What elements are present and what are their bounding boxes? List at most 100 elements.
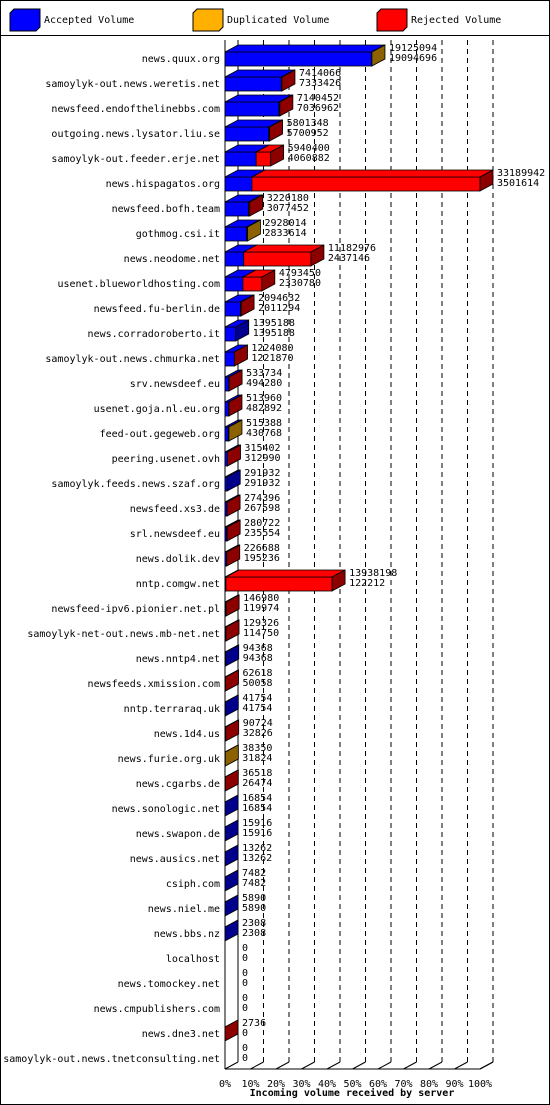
x-tick-label: 20% — [267, 1079, 285, 1090]
value-label-total: 1224080 — [251, 343, 293, 354]
y-tick-label: news.corradoroberto.it — [88, 329, 220, 340]
y-tick-label: samoylyk-out.feeder.erje.net — [51, 154, 220, 165]
value-label-total: 7140452 — [297, 93, 339, 104]
bar-segment-side — [224, 844, 239, 867]
bar-segment-side — [224, 769, 239, 792]
value-label-total: 291932 — [244, 468, 280, 479]
y-tick-label: srv.newsdeef.eu — [130, 379, 220, 390]
value-label-accepted: 31824 — [242, 753, 272, 764]
tick-mark — [326, 1061, 341, 1070]
value-label-accepted: 2833614 — [264, 228, 306, 239]
value-label-total: 515388 — [246, 418, 282, 429]
value-label-accepted: 0 — [242, 1003, 248, 1014]
legend-label: Duplicated Volume — [227, 15, 329, 26]
value-label-total: 13938198 — [349, 568, 397, 579]
bar-segment-side — [249, 194, 264, 217]
bar-segment — [224, 276, 244, 292]
bar-segment-side — [331, 569, 346, 592]
legend-swatch — [9, 8, 41, 32]
value-label-accepted: 13262 — [242, 853, 272, 864]
y-tick-label: nntp.comgw.net — [136, 579, 220, 590]
bar-segment-side — [224, 744, 239, 767]
value-label-accepted: 494280 — [246, 378, 282, 389]
value-label-accepted: 267598 — [244, 503, 280, 514]
value-label-accepted: 430768 — [246, 428, 282, 439]
tick-mark — [275, 1061, 290, 1070]
bar-segment — [224, 76, 282, 92]
value-label-total: 315402 — [244, 443, 280, 454]
value-label-accepted: 41754 — [242, 703, 272, 714]
bar-segment — [224, 126, 270, 142]
value-label-total: 0 — [242, 1043, 248, 1054]
y-tick-label: usenet.blueworldhosting.com — [57, 279, 220, 290]
value-label-accepted: 3501614 — [497, 178, 539, 189]
value-label-accepted: 3077452 — [267, 203, 309, 214]
bar-segment-side — [226, 469, 241, 492]
value-label-accepted: 2330780 — [279, 278, 321, 289]
value-label-accepted: 7036962 — [297, 103, 339, 114]
bar-segment-side — [224, 1019, 239, 1042]
x-tick-label: 40% — [318, 1079, 336, 1090]
y-tick-label: newsfeed.fu-berlin.de — [94, 304, 220, 315]
x-tick-label: 0% — [219, 1079, 231, 1090]
value-label-accepted: 26474 — [242, 778, 272, 789]
x-tick-label: 90% — [445, 1079, 463, 1090]
value-label-accepted: 119974 — [243, 603, 279, 614]
bar-segment-side — [228, 369, 243, 392]
x-axis-label: Incoming volume received by server — [250, 1087, 455, 1099]
x-tick-label: 50% — [343, 1079, 361, 1090]
x-tick-label: 10% — [241, 1079, 259, 1090]
legend-swatch — [376, 8, 408, 32]
bar-segment-side — [224, 919, 239, 942]
value-label-total: 41754 — [242, 693, 272, 704]
value-label-accepted: 50058 — [242, 678, 272, 689]
value-label-accepted: 94368 — [243, 653, 273, 664]
y-tick-label: gothmog.csi.it — [136, 229, 220, 240]
x-tick-label: 80% — [420, 1079, 438, 1090]
value-label-accepted: 122212 — [349, 578, 385, 589]
value-label-total: 11182976 — [328, 243, 376, 254]
bar-segment-side — [235, 319, 250, 342]
value-label-accepted: 7482 — [242, 878, 266, 889]
bar-segment-side — [224, 694, 239, 717]
value-label-accepted: 0 — [242, 953, 248, 964]
bar-segment — [224, 101, 280, 117]
bar-segment — [224, 226, 248, 242]
value-label-total: 2308 — [242, 918, 266, 929]
bar-segment-side — [270, 144, 285, 167]
y-tick-label: usenet.goja.nl.eu.org — [94, 404, 220, 415]
y-tick-label: news.nntp4.net — [136, 654, 220, 665]
value-label-accepted: 114750 — [243, 628, 279, 639]
tick-mark — [377, 1061, 392, 1070]
bar-segment — [242, 276, 263, 292]
y-tick-label: samoylyk.feeds.news.szaf.org — [51, 479, 220, 490]
value-label-total: 226688 — [244, 543, 280, 554]
bar-segment-side — [247, 219, 261, 242]
tick-mark — [479, 1061, 494, 1070]
value-label-total: 280722 — [244, 518, 280, 529]
bar-segment — [224, 51, 373, 67]
y-tick-label: samoylyk-out.news.tnetconsulting.net — [3, 1054, 220, 1065]
value-label-total: 5940400 — [288, 143, 330, 154]
bar-segment-side — [228, 394, 243, 417]
y-tick-label: newsfeeds.xmission.com — [88, 679, 220, 690]
tick-mark — [301, 1061, 315, 1070]
bar-segment-side — [479, 169, 494, 192]
bar-segment — [224, 201, 250, 217]
bar-segment-side — [224, 894, 239, 917]
tick-mark — [428, 1061, 443, 1070]
bar-segment-top — [243, 244, 325, 253]
value-label-total: 38350 — [242, 743, 272, 754]
legend-label: Accepted Volume — [44, 15, 134, 26]
y-tick-label: news.niel.me — [148, 904, 220, 915]
y-tick-label: news.dne3.net — [142, 1029, 220, 1040]
value-label-total: 4793450 — [279, 268, 321, 279]
value-label-total: 62618 — [242, 668, 272, 679]
y-tick-label: nntp.terraraq.uk — [124, 704, 220, 715]
y-tick-label: news.sonologic.net — [112, 804, 220, 815]
bar-segment — [224, 176, 253, 192]
y-tick-label: news.furie.org.uk — [118, 754, 220, 765]
y-tick-label: news.bbs.nz — [154, 929, 220, 940]
value-label-accepted: 2437146 — [328, 253, 370, 264]
